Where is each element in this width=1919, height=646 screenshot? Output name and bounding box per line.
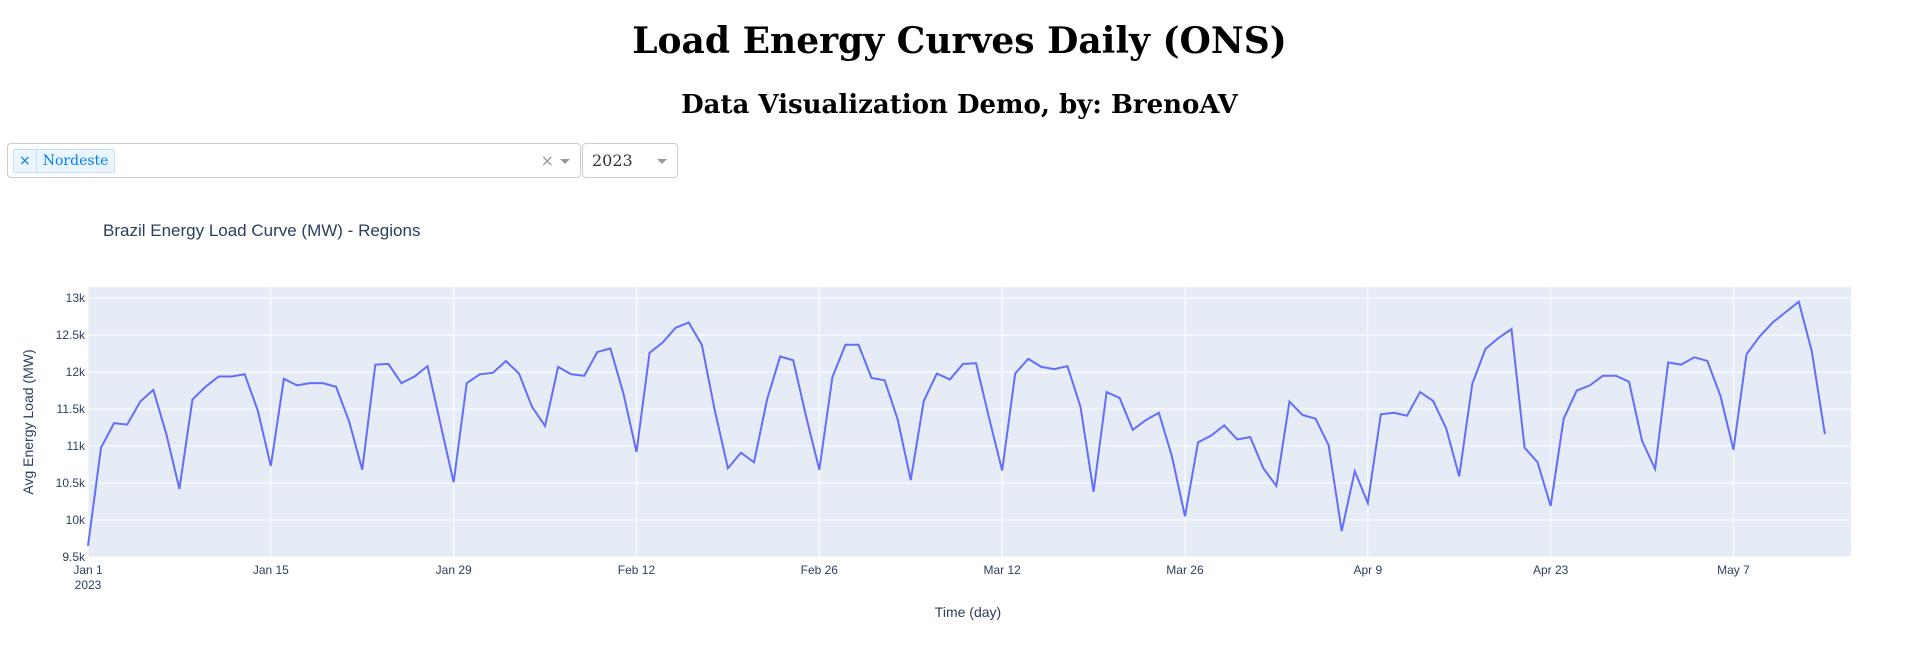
y-tick-label: 12.5k: [56, 328, 86, 342]
year-select[interactable]: 2023: [582, 143, 678, 178]
chevron-down-icon[interactable]: [560, 159, 570, 164]
x-tick-label: Feb 12: [618, 563, 656, 577]
tag-label: Nordeste: [42, 153, 109, 169]
x-tick-sublabel: 2023: [75, 578, 102, 592]
region-tag-nordeste: × Nordeste: [13, 149, 116, 173]
clear-selection-icon[interactable]: ×: [540, 151, 554, 170]
x-tick-label: Jan 15: [253, 563, 289, 577]
y-axis-label: Avg Energy Load (MW): [20, 349, 36, 494]
y-tick-label: 11k: [67, 439, 86, 453]
x-tick-label: Apr 23: [1533, 563, 1569, 577]
y-tick-label: 10.5k: [56, 476, 86, 490]
series-line-nordeste: [87, 300, 1826, 547]
x-gridlines: [87, 287, 1734, 557]
tag-remove-icon[interactable]: ×: [14, 150, 37, 172]
y-tick-label: 13k: [66, 291, 86, 305]
x-tick-label: May 7: [1717, 563, 1750, 577]
page-subtitle: Data Visualization Demo, by: BrenoAV: [681, 90, 1238, 120]
x-axis-label: Time (day): [935, 604, 1001, 620]
chevron-down-icon[interactable]: [657, 159, 667, 164]
x-tick-label: Apr 9: [1353, 563, 1382, 577]
x-tick-label: Mar 26: [1166, 563, 1204, 577]
page-title: Load Energy Curves Daily (ONS): [632, 20, 1287, 62]
x-tick-label: Mar 12: [983, 563, 1021, 577]
y-gridlines: [88, 297, 1851, 558]
x-tick-label: Feb 26: [801, 563, 839, 577]
region-multi-select[interactable]: × Nordeste ×: [7, 143, 581, 178]
year-select-value: 2023: [592, 151, 633, 170]
plot-area: [88, 287, 1851, 557]
x-tick-label: Jan 1: [73, 563, 103, 577]
chart-title: Brazil Energy Load Curve (MW) - Regions: [103, 221, 420, 240]
y-tick-labels: 9.5k 10k 10.5k 11k 11.5k 12k 12.5k 13k: [56, 291, 86, 564]
x-tick-label: Jan 29: [436, 563, 472, 577]
y-tick-label: 10k: [66, 513, 86, 527]
y-tick-label: 9.5k: [62, 550, 86, 564]
y-tick-label: 11.5k: [57, 402, 86, 416]
y-tick-label: 12k: [66, 365, 86, 379]
